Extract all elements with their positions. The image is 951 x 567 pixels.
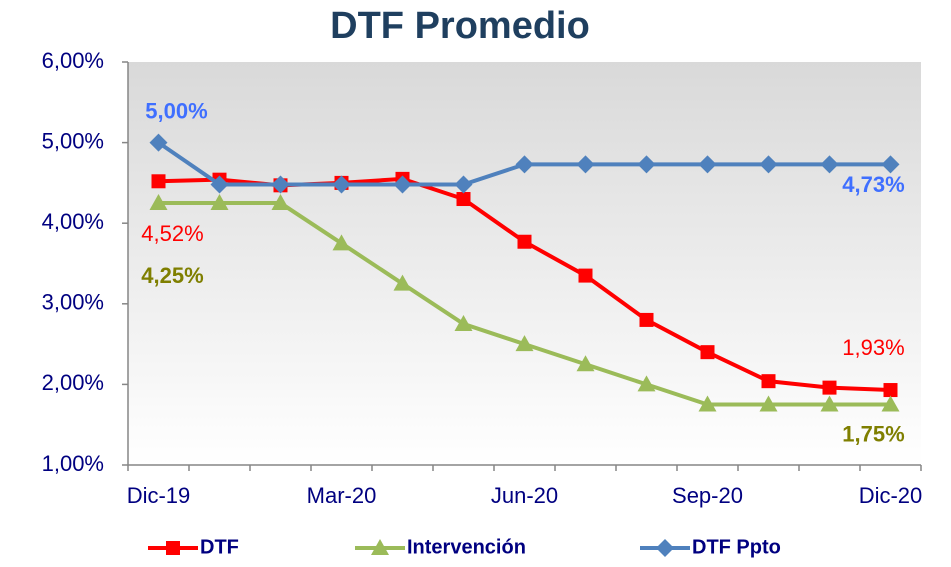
marker xyxy=(515,155,534,174)
x-tick-label: Dic-19 xyxy=(127,483,191,508)
y-tick-label: 4,00% xyxy=(42,209,104,234)
marker xyxy=(761,374,776,389)
legend-label: DTF Ppto xyxy=(692,536,781,558)
marker xyxy=(759,395,778,412)
marker xyxy=(700,345,715,360)
x-tick-label: Dic-20 xyxy=(859,483,923,508)
data-label: 4,52% xyxy=(141,221,203,246)
marker xyxy=(881,395,900,412)
marker xyxy=(822,380,837,395)
y-tick-label: 1,00% xyxy=(42,451,104,476)
marker xyxy=(576,155,595,174)
marker xyxy=(637,155,656,174)
x-tick-label: Sep-20 xyxy=(672,483,743,508)
y-tick-label: 6,00% xyxy=(42,48,104,73)
marker xyxy=(881,155,900,174)
marker xyxy=(698,155,717,174)
y-tick-label: 2,00% xyxy=(42,370,104,395)
marker xyxy=(149,133,168,152)
plot-area xyxy=(128,62,921,465)
legend-label: DTF xyxy=(200,536,239,558)
y-tick-label: 3,00% xyxy=(42,290,104,315)
marker xyxy=(578,268,593,283)
marker xyxy=(637,375,656,392)
marker xyxy=(639,312,654,327)
marker xyxy=(456,192,471,207)
marker xyxy=(371,539,389,555)
data-label: 1,93% xyxy=(842,335,904,360)
marker xyxy=(393,175,412,194)
chart-title: DTF Promedio xyxy=(330,5,590,47)
marker xyxy=(166,541,180,555)
marker xyxy=(210,194,229,211)
marker xyxy=(656,539,674,557)
marker xyxy=(210,175,229,194)
x-tick-label: Jun-20 xyxy=(491,483,558,508)
data-label: 5,00% xyxy=(145,98,207,123)
marker xyxy=(883,383,898,398)
marker xyxy=(576,355,595,372)
x-tick-label: Mar-20 xyxy=(307,483,377,508)
marker xyxy=(698,395,717,412)
y-tick-label: 5,00% xyxy=(42,128,104,153)
marker xyxy=(151,174,166,189)
marker xyxy=(820,395,839,412)
legend-label: Intervención xyxy=(407,536,526,558)
marker xyxy=(332,234,351,251)
marker xyxy=(271,194,290,211)
marker xyxy=(454,175,473,194)
data-label: 4,73% xyxy=(842,172,904,197)
marker xyxy=(393,274,412,291)
marker xyxy=(517,234,532,249)
marker xyxy=(332,175,351,194)
data-label: 4,25% xyxy=(141,263,203,288)
marker xyxy=(820,155,839,174)
marker xyxy=(271,175,290,194)
marker xyxy=(515,335,534,352)
data-label: 1,75% xyxy=(842,421,904,446)
marker xyxy=(454,314,473,331)
marker xyxy=(759,155,778,174)
marker xyxy=(149,194,168,211)
